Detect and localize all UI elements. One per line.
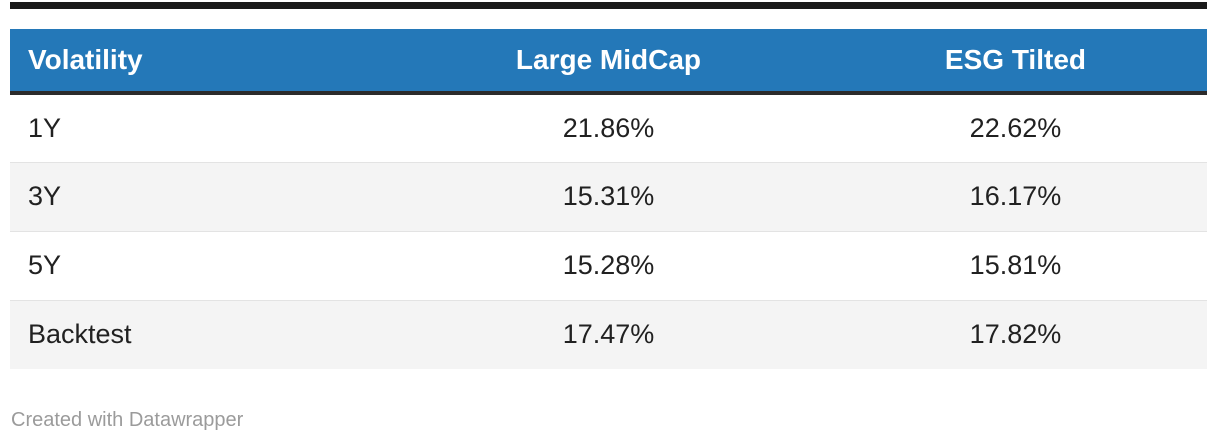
cell-value: 17.82% <box>823 299 1207 369</box>
table-row-3y: 3Y 15.31% 16.17% <box>10 161 1207 231</box>
cell-value: 15.81% <box>823 230 1207 300</box>
cell-value: 16.17% <box>823 161 1207 231</box>
table-row-5y: 5Y 15.28% 15.81% <box>10 230 1207 300</box>
volatility-table: Volatility Large MidCap ESG Tilted 1Y 21… <box>10 29 1207 369</box>
row-label: 5Y <box>10 230 394 300</box>
top-rule <box>10 2 1207 9</box>
table-row-1y: 1Y 21.86% 22.62% <box>10 93 1207 162</box>
column-header-volatility: Volatility <box>10 29 394 95</box>
datawrapper-credit-link[interactable]: Created with Datawrapper <box>11 409 244 431</box>
row-label: 3Y <box>10 161 394 231</box>
column-header-large-midcap: Large MidCap <box>393 29 824 95</box>
table-row-backtest: Backtest 17.47% 17.82% <box>10 299 1207 369</box>
cell-value: 21.86% <box>393 93 824 162</box>
row-label: 1Y <box>10 93 394 162</box>
attribution: Created with Datawrapper <box>11 407 243 433</box>
cell-value: 22.62% <box>823 93 1207 162</box>
cell-value: 15.28% <box>393 230 824 300</box>
header-row: Volatility Large MidCap ESG Tilted <box>10 29 1207 95</box>
column-header-esg-tilted: ESG Tilted <box>823 29 1207 95</box>
cell-value: 17.47% <box>393 299 824 369</box>
cell-value: 15.31% <box>393 161 824 231</box>
row-label: Backtest <box>10 299 394 369</box>
